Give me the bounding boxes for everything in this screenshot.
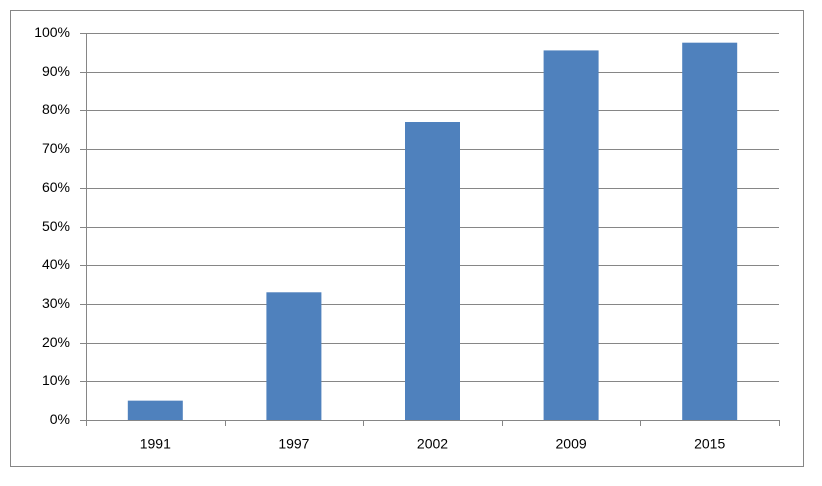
x-tick-label: 2009: [556, 436, 587, 452]
y-tick-label: 50%: [42, 218, 70, 234]
bar: [405, 122, 460, 420]
x-tick-label: 2002: [417, 436, 448, 452]
y-tick-label: 90%: [42, 63, 70, 79]
y-tick-label: 100%: [34, 24, 70, 40]
y-tick-label: 80%: [42, 101, 70, 117]
bar: [127, 400, 183, 420]
y-tick-label: 10%: [42, 372, 70, 388]
bar: [543, 50, 599, 420]
x-tick-label: 1991: [140, 436, 171, 452]
x-tick-label: 1997: [278, 436, 309, 452]
bar: [682, 42, 738, 421]
y-tick-label: 30%: [42, 295, 70, 311]
y-tick-label: 60%: [42, 179, 70, 195]
x-tick-label: 2015: [694, 436, 725, 452]
y-tick-label: 0%: [50, 411, 70, 427]
y-tick-label: 20%: [42, 334, 70, 350]
y-tick-label: 40%: [42, 256, 70, 272]
bar: [266, 292, 322, 420]
y-tick-label: 70%: [42, 140, 70, 156]
